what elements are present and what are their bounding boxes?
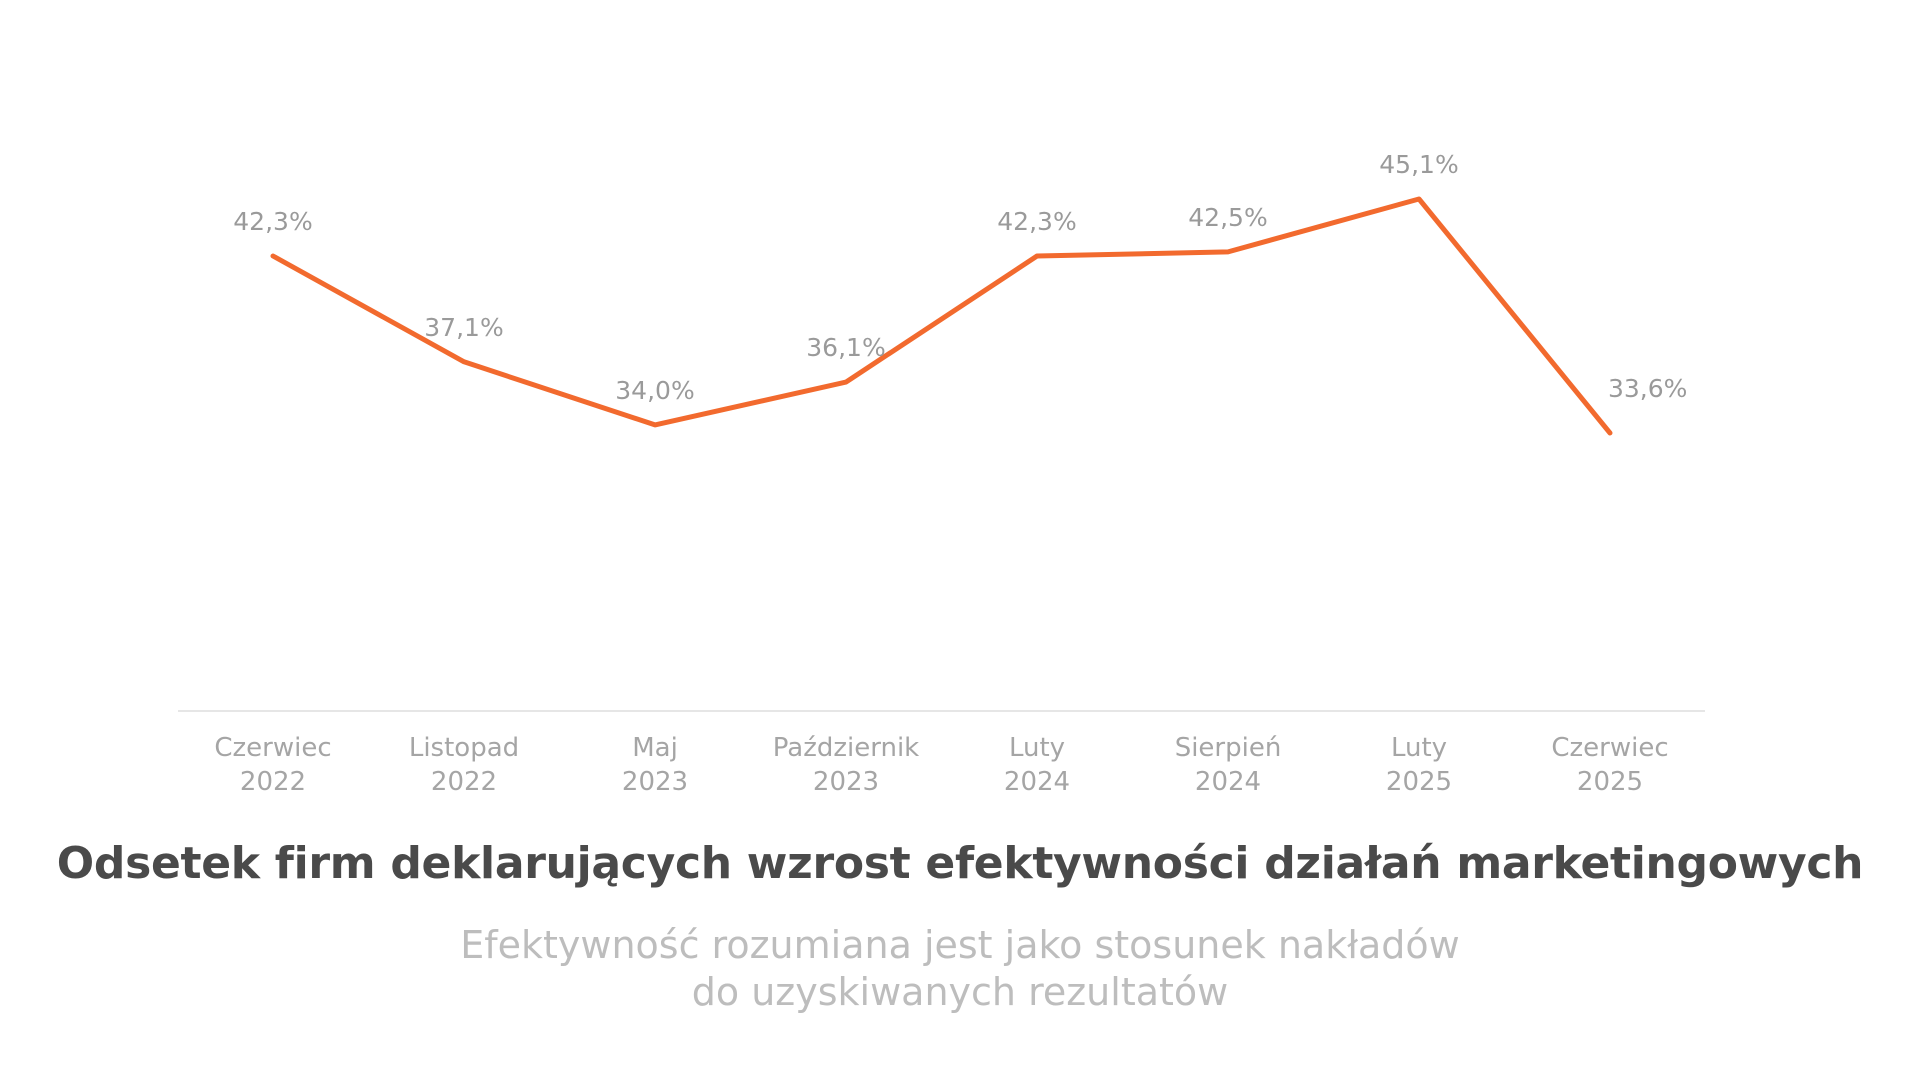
- data-label: 34,0%: [615, 376, 694, 405]
- x-tick-label: 2024: [1004, 767, 1070, 797]
- x-tick-label: Październik: [773, 733, 919, 763]
- x-tick-label: 2025: [1577, 767, 1643, 797]
- series-line: [270, 196, 1613, 436]
- x-tick-label: 2024: [1195, 767, 1261, 797]
- x-tick-label: Czerwiec: [1551, 733, 1668, 763]
- x-tick-label: Czerwiec: [214, 733, 331, 763]
- x-tick-label: Listopad: [409, 733, 519, 763]
- data-label: 45,1%: [1379, 150, 1458, 179]
- x-tick-label: 2022: [240, 767, 306, 797]
- data-label: 42,3%: [233, 207, 312, 236]
- chart-subtitle: Efektywność rozumiana jest jako stosunek…: [0, 922, 1920, 1016]
- x-tick-label: Luty: [1391, 733, 1447, 763]
- x-tick-label: 2022: [431, 767, 497, 797]
- x-tick-label: Luty: [1009, 733, 1065, 763]
- chart-subtitle-line-1: Efektywność rozumiana jest jako stosunek…: [460, 923, 1460, 967]
- data-label: 37,1%: [424, 313, 503, 342]
- data-labels-group: 42,3% 37,1% 34,0% 36,1% 42,3% 42,5% 45,1% 33,6%: [233, 150, 1687, 405]
- chart-title: Odsetek firm deklarujących wzrost efekty…: [56, 838, 1864, 889]
- x-tick-label: 2023: [813, 767, 879, 797]
- data-label: 36,1%: [806, 333, 885, 362]
- data-label: 42,5%: [1188, 203, 1267, 232]
- x-tick-label: Maj: [632, 733, 678, 763]
- x-tick-label: Sierpień: [1175, 733, 1282, 763]
- chart-subtitle-line-2: do uzyskiwanych rezultatów: [691, 970, 1229, 1014]
- x-tick-label: 2025: [1386, 767, 1452, 797]
- x-tick-labels-group: Czerwiec 2022 Listopad 2022 Maj 2023 Październ…: [214, 733, 1668, 797]
- x-tick-label: 2023: [622, 767, 688, 797]
- line-chart: 42,3% 37,1% 34,0% 36,1% 42,3% 42,5% 45,1% 33,6%…: [178, 150, 1705, 797]
- data-label: 33,6%: [1608, 374, 1687, 403]
- data-label: 42,3%: [997, 207, 1076, 236]
